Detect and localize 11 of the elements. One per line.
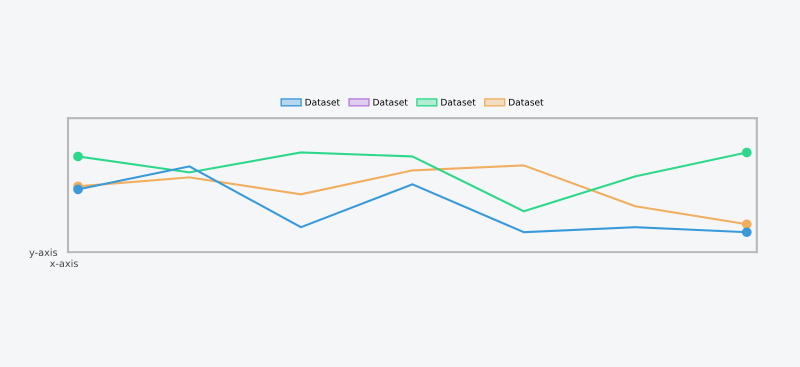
legend-label: Dataset: [509, 98, 544, 106]
point: [73, 152, 83, 162]
legend-label: Dataset: [441, 98, 476, 106]
legend-label: Dataset: [306, 98, 340, 106]
y-axis-title: y-axis: [29, 248, 58, 258]
x-axis-title: x-axis: [50, 260, 78, 268]
legend-label: Dataset: [373, 98, 408, 106]
point: [742, 227, 752, 238]
point: [742, 219, 752, 230]
point: [742, 148, 752, 158]
point: [73, 184, 83, 194]
